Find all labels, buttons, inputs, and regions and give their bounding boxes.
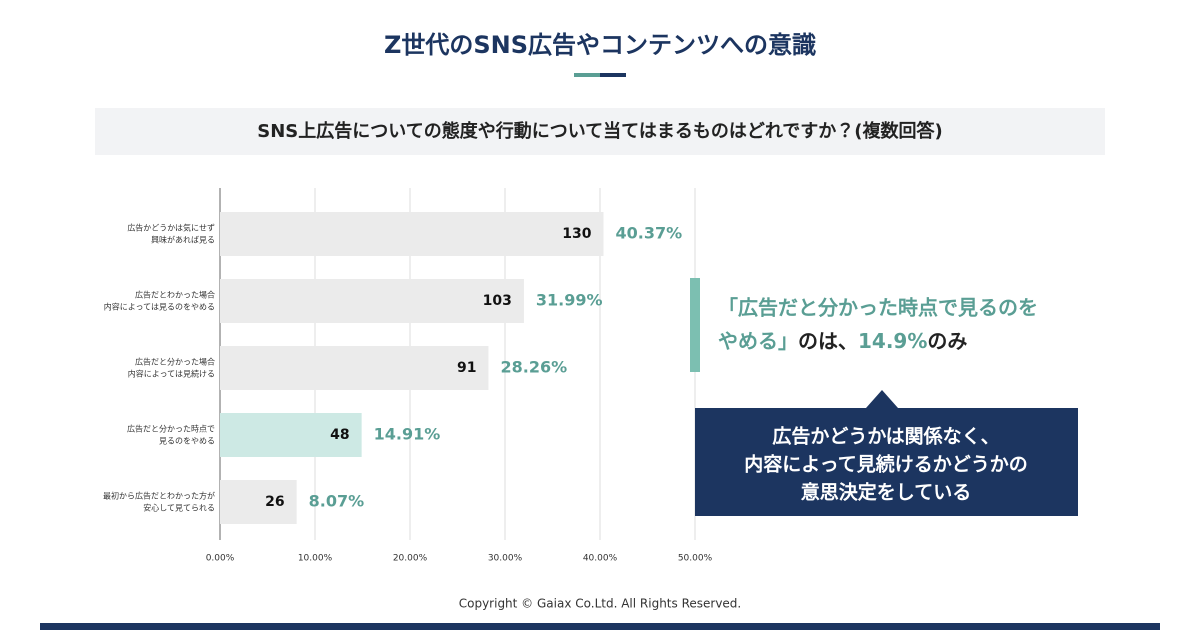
category-label: 広告だと分かった場合 [135,357,215,367]
footer-bar [40,623,1160,630]
note-line: 内容によって見続けるかどうかの [744,453,1027,476]
x-tick-label: 30.00% [488,554,523,564]
callout-part: やめる」 [718,329,798,353]
callout-line: 「広告だと分かった時点で見るのを [718,296,1038,320]
bar [220,480,297,524]
question-banner [95,108,1105,155]
x-tick-label: 50.00% [678,554,713,564]
category-label: 広告だとわかった場合 [135,290,215,300]
note-box [695,390,1078,516]
category-label: 興味があれば見る [151,235,215,245]
bar [220,346,489,390]
count-label: 130 [562,226,591,242]
value-label: 40.37% [616,224,683,243]
value-label: 28.26% [500,358,567,377]
note-line: 意思決定をしている [801,482,971,504]
bar [220,413,362,457]
category-label: 安心して見てられる [143,503,215,513]
value-label: 31.99% [536,291,603,310]
callout-line: やめる」のは、14.9%のみ [718,329,967,353]
category-label: 見るのをやめる [159,437,215,446]
bar [220,212,604,256]
x-tick-label: 40.00% [583,554,618,564]
bar [220,279,524,323]
x-tick-label: 10.00% [298,554,333,564]
note-line: 広告かどうかは関係なく、 [772,425,999,448]
count-label: 48 [330,427,349,443]
category-label: 広告だと分かった時点で [127,424,215,434]
count-label: 103 [483,293,512,309]
callout-bar [690,278,700,372]
count-label: 91 [457,360,476,376]
x-tick-label: 0.00% [206,554,235,564]
copyright: Copyright © Gaiax Co.Ltd. All Rights Res… [459,597,742,611]
title-underline [600,73,626,77]
question: SNS上広告についての態度や行動について当てはまるものはどれですか？(複数回答) [257,120,942,142]
category-label: 内容によっては見続ける [128,369,215,379]
category-label: 広告かどうかは気にせず [127,223,215,233]
category-label: 内容によっては見るのをやめる [104,302,215,312]
title-underline [574,73,600,77]
value-label: 8.07% [309,492,365,511]
callout-part: のは、 [798,329,858,353]
callout-part: のみ [927,329,967,353]
value-label: 14.91% [374,425,441,444]
category-label: 最初から広告だとわかった方が [103,491,215,501]
title: Z世代のSNS広告やコンテンツへの意識 [384,31,816,59]
bar-chart: 0.00% 10.00% 20.00% 30.00% 40.00% 50.00% 130 40… [103,188,713,564]
x-tick-label: 20.00% [393,554,428,564]
callout-part: 14.9% [858,329,927,353]
count-label: 26 [265,494,284,510]
